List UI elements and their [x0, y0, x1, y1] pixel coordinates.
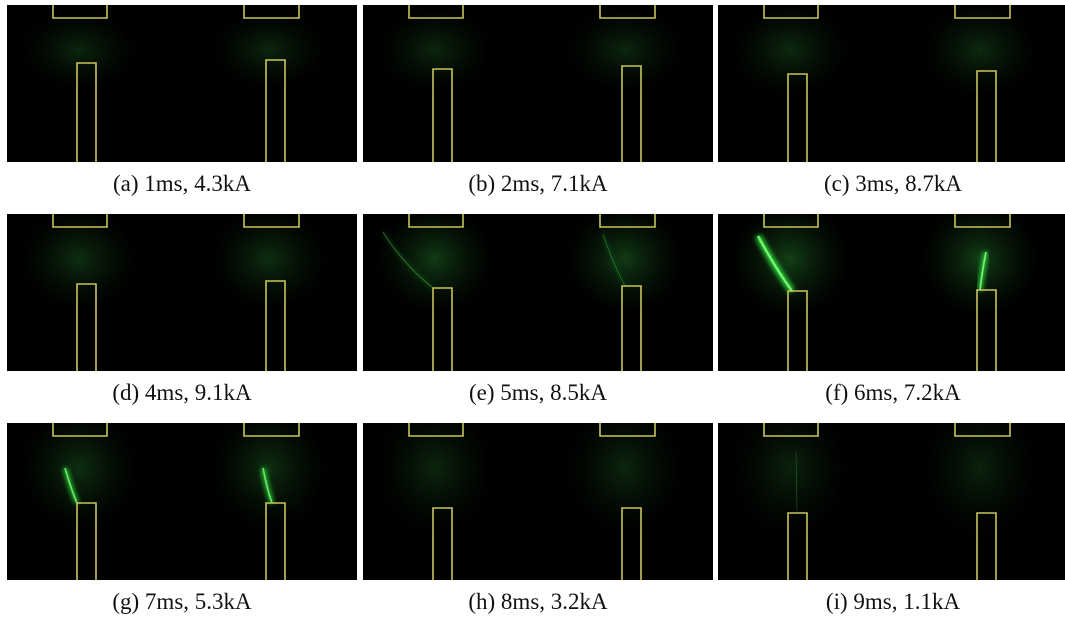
panel-caption: (g) 7ms, 5.3kA [112, 589, 252, 614]
figure-panel: (e) 5ms, 8.5kA [363, 214, 713, 414]
rod-electrode [265, 280, 286, 371]
glow [730, 5, 850, 98]
rod-electrode [787, 290, 808, 371]
glow [375, 6, 495, 94]
panel-caption: (c) 3ms, 8.7kA [824, 171, 962, 196]
panel-caption: (a) 1ms, 4.3kA [113, 171, 251, 196]
rod-electrode [76, 62, 97, 162]
panel-image [718, 423, 1065, 580]
top-electrode [954, 5, 1011, 19]
panel-image [718, 5, 1065, 162]
top-electrode [408, 214, 464, 228]
rod-electrode [76, 502, 97, 580]
panel-caption: (b) 2ms, 7.1kA [468, 171, 608, 196]
glow [209, 214, 329, 311]
top-electrode [763, 214, 819, 228]
figure-panel: (b) 2ms, 7.1kA [363, 5, 713, 205]
rod-electrode [432, 507, 453, 580]
glow [19, 214, 139, 311]
rod-electrode [432, 68, 453, 162]
panel-image [7, 214, 357, 371]
panel-image [363, 5, 713, 162]
rod-electrode [76, 283, 97, 371]
glow [209, 10, 329, 90]
rod-electrode [621, 65, 642, 162]
top-electrode [599, 214, 656, 228]
top-electrode [243, 214, 300, 228]
rod-electrode [265, 59, 286, 162]
figure-panel: (h) 8ms, 3.2kA [363, 423, 713, 623]
arc-core [382, 231, 434, 289]
rod-electrode [976, 70, 997, 162]
glow [565, 423, 685, 536]
panel-caption: (d) 4ms, 9.1kA [112, 380, 252, 405]
top-electrode [408, 5, 464, 19]
top-electrode [243, 5, 300, 19]
panel-caption: (e) 5ms, 8.5kA [469, 380, 607, 405]
glow [730, 423, 850, 540]
rod-electrode [976, 289, 997, 371]
glow [920, 214, 1040, 319]
glow [920, 5, 1040, 98]
arc-streak [602, 233, 626, 287]
glow [565, 6, 685, 94]
panel-caption: (h) 8ms, 3.2kA [468, 589, 608, 614]
arc-core [979, 251, 987, 291]
arc-core [262, 467, 273, 504]
panel-image [7, 5, 357, 162]
figure-panel: (d) 4ms, 9.1kA [7, 214, 357, 414]
arc-core [64, 467, 78, 504]
glow [920, 423, 1040, 540]
glow [19, 10, 139, 90]
glow [209, 423, 329, 532]
top-electrode [52, 5, 108, 19]
glow [565, 214, 685, 315]
glow [19, 423, 139, 532]
panel-caption: (i) 9ms, 1.1kA [825, 589, 961, 614]
rod-electrode [432, 287, 453, 371]
top-electrode [599, 5, 656, 19]
rod-electrode [265, 502, 286, 580]
top-electrode [408, 423, 464, 437]
rod-electrode [621, 507, 642, 580]
arc-streak [795, 452, 798, 512]
panel-image [363, 214, 713, 371]
figure-panel: (a) 1ms, 4.3kA [7, 5, 357, 205]
top-electrode [52, 423, 108, 437]
top-electrode [763, 423, 819, 437]
glow [375, 423, 495, 536]
figure-panel: (f) 6ms, 7.2kA [718, 214, 1065, 414]
panel-image [363, 423, 713, 580]
top-electrode [954, 214, 1011, 228]
rod-electrode [787, 73, 808, 162]
panel-image [7, 423, 357, 580]
top-electrode [954, 423, 1011, 437]
figure-panel: (g) 7ms, 5.3kA [7, 423, 357, 623]
figure-panel: (c) 3ms, 8.7kA [718, 5, 1065, 205]
rod-electrode [621, 285, 642, 371]
top-electrode [763, 5, 819, 19]
panel-caption: (f) 6ms, 7.2kA [825, 380, 961, 405]
arc-core [795, 452, 798, 512]
arc-core [602, 233, 626, 287]
figure-panel: (i) 9ms, 1.1kA [718, 423, 1065, 623]
rod-electrode [787, 512, 808, 580]
panel-image [718, 214, 1065, 371]
rod-electrode [976, 512, 997, 580]
glow [375, 214, 495, 315]
top-electrode [52, 214, 108, 228]
top-electrode [243, 423, 300, 437]
top-electrode [599, 423, 656, 437]
arc-core [756, 235, 793, 292]
